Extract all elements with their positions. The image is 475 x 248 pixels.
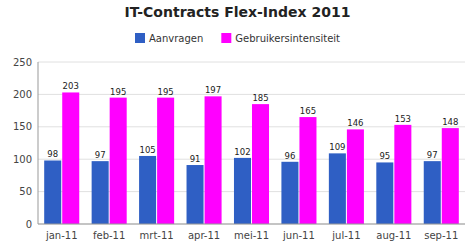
bars — [44, 92, 459, 224]
data-label: 97 — [95, 150, 106, 160]
legend-swatch — [135, 33, 145, 43]
chart: IT-Contracts Flex-Index 2011 0 50 100 150 200… — [0, 0, 475, 248]
y-tick-label: 200 — [13, 89, 32, 100]
data-label: 195 — [110, 87, 126, 97]
x-tick-label: jun-11 — [282, 230, 315, 241]
bar — [347, 129, 364, 224]
bar — [44, 160, 61, 224]
bar — [92, 161, 109, 224]
data-label: 98 — [47, 149, 58, 159]
chart-container: IT-Contracts Flex-Index 2011 0 50 100 150 200… — [0, 0, 475, 248]
y-tick-label: 250 — [13, 57, 32, 68]
legend-item: Gebruikersintensiteit — [221, 33, 340, 44]
y-tick-label: 100 — [13, 154, 32, 165]
data-label: 185 — [252, 93, 268, 103]
grid-line — [38, 62, 465, 63]
x-tick-label: jul-11 — [331, 230, 360, 241]
x-tick-label: feb-11 — [93, 230, 125, 241]
y-tick-label: 0 — [26, 219, 32, 230]
bar — [281, 162, 298, 224]
data-label: 91 — [190, 154, 201, 164]
data-label: 96 — [285, 151, 296, 161]
x-tick-label: mei-11 — [234, 230, 269, 241]
bar — [252, 104, 269, 224]
bar — [62, 92, 79, 224]
data-labels: 98 97 105 91 102 96 109 95 97 203 195 195 197 185 165 1… — [47, 81, 458, 164]
bar — [442, 128, 459, 224]
bar — [299, 117, 316, 224]
x-tick-label: jan-11 — [45, 230, 78, 241]
bar — [157, 98, 174, 224]
x-tick-label: sep-11 — [424, 230, 458, 241]
bar — [329, 153, 346, 224]
data-label: 146 — [347, 118, 363, 128]
data-label: 105 — [139, 145, 155, 155]
legend-label: Gebruikersintensiteit — [235, 33, 340, 44]
data-label: 102 — [234, 147, 250, 157]
x-tick-label: apr-11 — [188, 230, 220, 241]
x-axis — [38, 224, 465, 225]
bar — [424, 161, 441, 224]
bar — [187, 165, 204, 224]
bar — [139, 156, 156, 224]
bar — [205, 96, 222, 224]
data-label: 148 — [442, 117, 458, 127]
bar — [376, 162, 393, 224]
x-tick-label: mrt-11 — [140, 230, 174, 241]
y-tick-label: 50 — [19, 186, 32, 197]
bar — [110, 98, 127, 224]
bar — [234, 158, 251, 224]
legend: Aanvragen Gebruikersintensiteit — [135, 33, 340, 44]
bar — [394, 125, 411, 224]
grid-line — [38, 224, 465, 225]
data-label: 197 — [205, 85, 221, 95]
x-tick-label: aug-11 — [376, 230, 411, 241]
y-tick-label: 150 — [13, 121, 32, 132]
data-label: 195 — [158, 87, 174, 97]
legend-label: Aanvragen — [149, 33, 203, 44]
data-label: 109 — [329, 142, 345, 152]
data-label: 95 — [379, 151, 390, 161]
data-label: 153 — [395, 114, 411, 124]
legend-swatch — [221, 33, 231, 43]
y-axis — [38, 62, 39, 224]
grid — [38, 62, 465, 224]
data-label: 165 — [300, 106, 316, 116]
data-label: 97 — [427, 150, 438, 160]
data-label: 203 — [63, 81, 79, 91]
legend-item: Aanvragen — [135, 33, 203, 44]
title: IT-Contracts Flex-Index 2011 — [125, 4, 351, 20]
